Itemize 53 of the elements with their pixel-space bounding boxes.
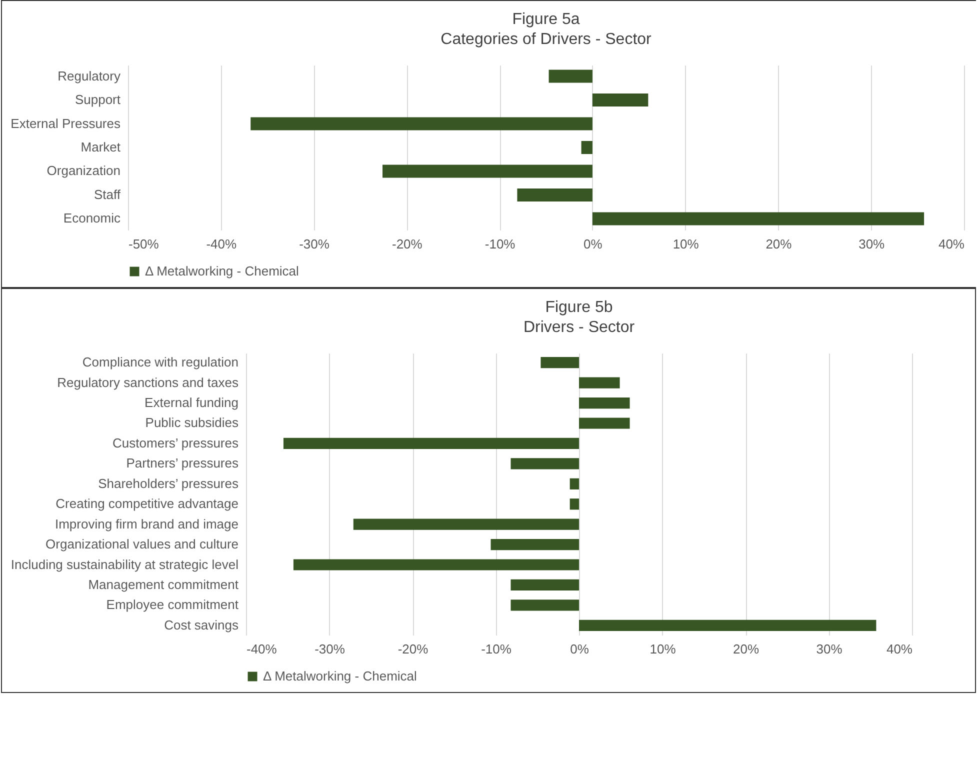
bar [592, 212, 924, 226]
y-tick-label: Organizational values and culture [46, 536, 238, 552]
y-tick-label: Improving firm brand and image [54, 516, 238, 532]
y-tick-label: Including sustainability at strategic level [10, 556, 239, 572]
y-tick-label: Compliance with regulation [82, 354, 238, 370]
y-tick-label: Shareholders’ pressures [98, 476, 239, 491]
y-tick-label: Support [74, 92, 121, 108]
y-tick-label: Cost savings [164, 617, 239, 632]
y-tick-label: Market [80, 140, 121, 154]
y-tick-label: Regulatory sanctions and taxes [57, 374, 239, 390]
y-tick-label: Partners’ pressures [126, 456, 239, 471]
x-tick-label: -40% [246, 642, 278, 656]
x-tick-label: 30% [858, 236, 886, 252]
chart-subtitle: Drivers - Sector [523, 319, 636, 336]
chart-subtitle: Categories of Drivers - Sector [440, 31, 652, 48]
y-tick-label: Management commitment [88, 576, 239, 592]
y-tick-label: Customers’ pressures [112, 435, 239, 450]
x-tick-label: 40% [938, 236, 965, 252]
x-tick-label: -30% [314, 642, 346, 656]
y-tick-label: Regulatory [58, 68, 121, 84]
x-tick-label: -10% [481, 642, 512, 656]
bar [250, 117, 592, 130]
x-tick-label: 10% [672, 236, 700, 252]
bar [382, 164, 592, 178]
x-tick-label: 20% [732, 642, 760, 656]
chart-title: Figure 5a [512, 11, 580, 28]
y-tick-label: Staff [94, 186, 121, 202]
x-tick-label: 20% [766, 236, 792, 252]
x-tick-label: -50% [128, 236, 160, 252]
x-tick-label: -30% [299, 236, 330, 252]
y-tick-label: Employee commitment [106, 597, 239, 612]
y-tick-label: External funding [144, 395, 238, 410]
y-tick-label: Organization [46, 163, 120, 178]
x-tick-label: 30% [816, 642, 843, 656]
bar [517, 188, 592, 202]
x-tick-label: -10% [484, 236, 516, 252]
legend-label: Δ Metalworking - Chemical [263, 668, 418, 684]
y-tick-label: External Pressures [10, 116, 121, 131]
x-tick-label: -40% [206, 236, 237, 252]
bar [548, 70, 592, 83]
x-tick-label: 0% [584, 236, 603, 252]
x-tick-label: -20% [398, 642, 429, 656]
x-tick-label: 10% [650, 642, 676, 656]
legend-label: Δ Metalworking - Chemical [145, 264, 300, 278]
y-tick-label: Economic [63, 210, 121, 226]
y-tick-label: Public subsidies [145, 415, 239, 430]
chart-title: Figure 5b [545, 299, 613, 316]
y-tick-label: Creating competitive advantage [56, 496, 238, 512]
bar [581, 140, 592, 154]
bar [592, 93, 648, 107]
x-tick-label: 0% [570, 642, 590, 656]
x-tick-label: -20% [392, 236, 423, 252]
x-tick-label: 40% [886, 642, 913, 656]
